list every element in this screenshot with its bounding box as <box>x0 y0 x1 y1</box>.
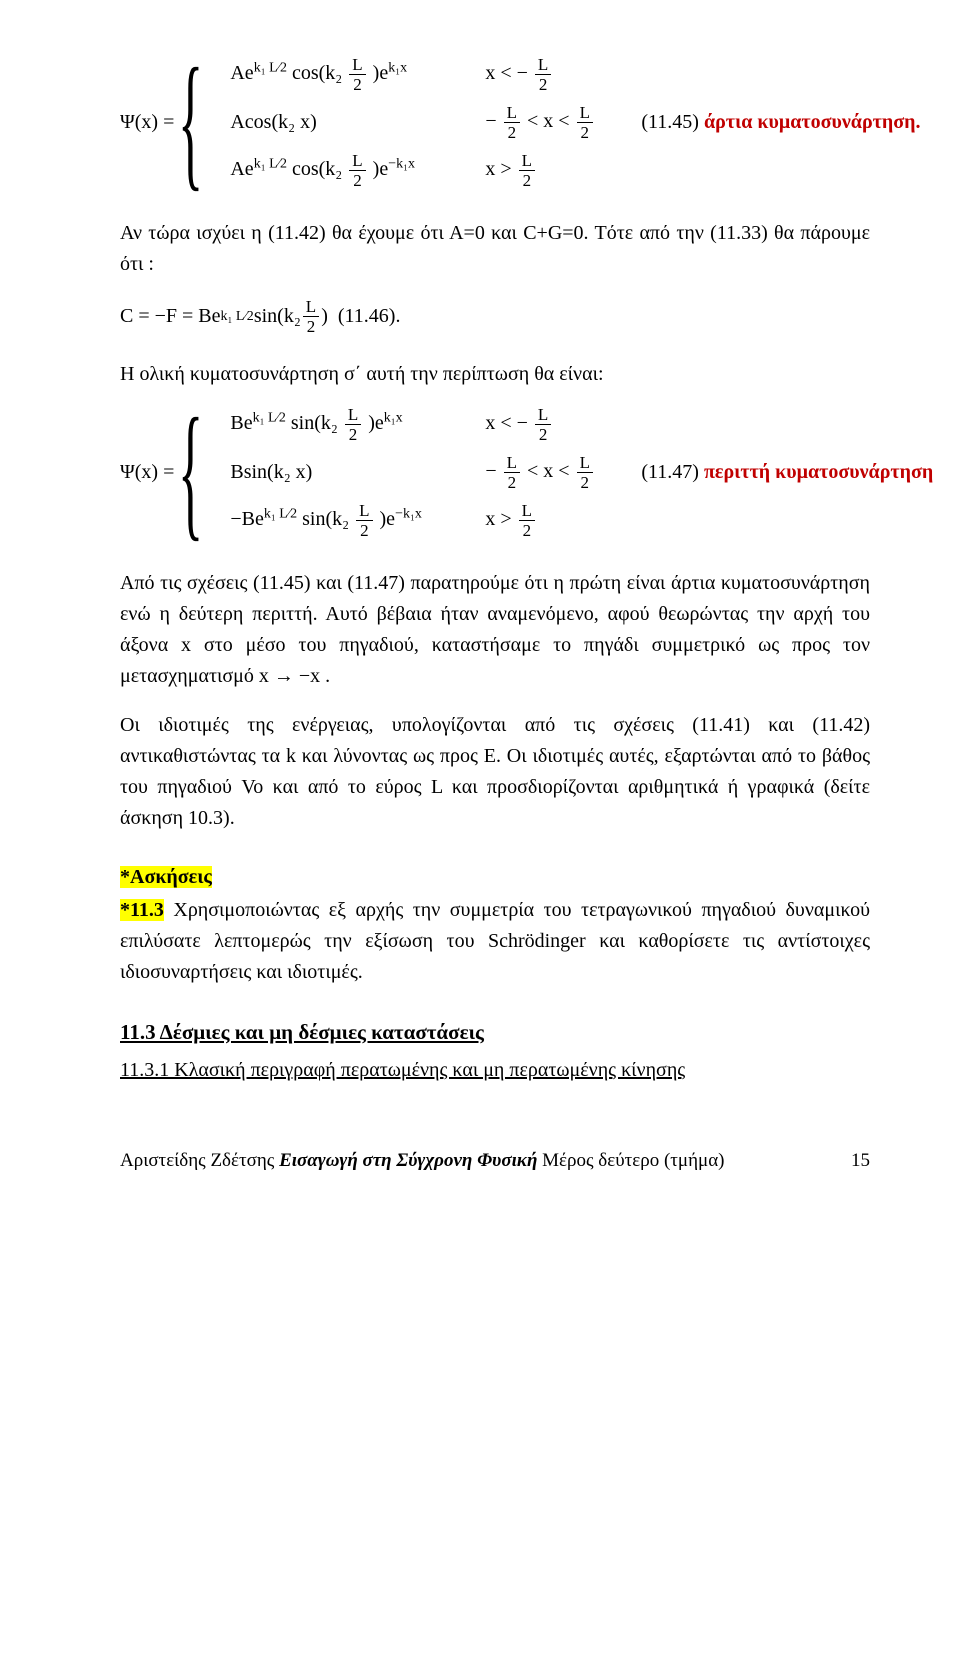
eq45-r3-cd: 2 <box>519 171 535 189</box>
eq47-r1-fn: L <box>345 406 361 425</box>
eq45-r3-fd: 2 <box>349 171 365 189</box>
eq45-r1-cd: 2 <box>535 75 551 93</box>
left-brace-icon: { <box>178 400 203 544</box>
eq46-lhs: C = −F = Be <box>120 301 221 332</box>
eq47-r3-exp: k₁ L⁄2 <box>264 506 297 521</box>
eq45-r1-post: )e <box>373 62 389 84</box>
eq47-case-2: Bsin(k₂ x) − L2 < x < L2 (11.47) περιττή… <box>230 448 933 496</box>
eq45-r1-fd: 2 <box>349 75 365 93</box>
exercise-number: *11.3 <box>120 899 164 921</box>
eq45-lhs: Ψ(x) = <box>120 50 178 194</box>
eq45-r2-cd2: 2 <box>577 123 593 141</box>
eq47-r3-cond: x > <box>485 508 516 530</box>
eq47-r2-cd2: 2 <box>577 473 593 491</box>
exercises-heading: *Ασκήσεις <box>120 866 212 888</box>
eq45-r1-pre: Ae <box>230 62 253 84</box>
section-11-3-heading: 11.3 Δέσμιες και μη δέσμιες καταστάσεις <box>120 1016 870 1049</box>
eq46-mid: sin(k₂ <box>254 301 301 332</box>
eq47-r3-fn: L <box>356 502 372 521</box>
eq45-r1-mid: cos(k₂ <box>292 62 342 84</box>
eq47-r1-mid: sin(k₂ <box>291 412 338 434</box>
paragraph-1: Αν τώρα ισχύει η (11.42) θα έχουμε ότι Α… <box>120 218 870 280</box>
eq47-r1-pre: Be <box>230 412 252 434</box>
eq47-ref: (11.47) <box>641 461 699 483</box>
equation-11-45: Ψ(x) = { Aek₁ L⁄2 cos(k₂ L2 )ek₁x x < − … <box>120 50 870 194</box>
eq47-r3-cd: 2 <box>519 521 535 539</box>
eq45-case-3: Aek₁ L⁄2 cos(k₂ L2 )e−k₁x x > L2 <box>230 146 920 194</box>
footer-author: Αριστείδης Ζδέτσης <box>120 1150 279 1171</box>
eq47-r1-post: )e <box>368 412 384 434</box>
eq45-r3-exp2: −k₁x <box>388 156 415 171</box>
eq47-r1-cn: L <box>535 406 551 425</box>
eq45-r2-cn2: L <box>577 104 593 123</box>
eq47-r2-cn: L <box>504 454 520 473</box>
eq45-r3-pre: Ae <box>230 158 253 180</box>
eq45-r3-cn: L <box>519 152 535 171</box>
eq47-r3-cn: L <box>519 502 535 521</box>
eq47-r1-exp2: k₁x <box>384 410 403 425</box>
subsection-11-3-1-heading: 11.3.1 Κλασική περιγραφή περατωμένης και… <box>120 1055 870 1086</box>
eq47-r3-post: )e <box>380 508 396 530</box>
eq47-r3-exp2: −k₁x <box>395 506 422 521</box>
eq45-r2-pre: Acos(k₂ x) <box>230 111 316 133</box>
eq45-r3-exp: k₁ L⁄2 <box>254 156 287 171</box>
eq46-ref: (11.46). <box>338 301 401 332</box>
eq45-case-1: Aek₁ L⁄2 cos(k₂ L2 )ek₁x x < − L2 <box>230 50 920 98</box>
eq45-r2-cd: 2 <box>504 123 520 141</box>
eq45-r2-cmid: < x < <box>527 110 575 132</box>
footer-part: Μέρος δεύτερο (τμήμα) <box>542 1150 724 1171</box>
left-brace-icon: { <box>178 50 203 194</box>
eq47-r2-cn2: L <box>577 454 593 473</box>
eq45-r3-fn: L <box>349 152 365 171</box>
paragraph-3: Από τις σχέσεις (11.45) και (11.47) παρα… <box>120 568 870 692</box>
eq45-case-2: Acos(k₂ x) − L2 < x < L2 (11.45) άρτια κ… <box>230 98 920 146</box>
eq45-r2-cpre: − <box>485 110 496 132</box>
footer-page-number: 15 <box>851 1146 870 1175</box>
eq47-r2-cd: 2 <box>504 473 520 491</box>
eq47-r3-pre: −Be <box>230 508 264 530</box>
equation-11-47: Ψ(x) = { Bek₁ L⁄2 sin(k₂ L2 )ek₁x x < − … <box>120 400 870 544</box>
eq45-ref-label: άρτια κυματοσυνάρτηση. <box>704 111 921 133</box>
eq47-lhs: Ψ(x) = <box>120 400 178 544</box>
exercise-text: Χρησιμοποιώντας εξ αρχής την συμμετρία τ… <box>120 899 870 983</box>
page-footer: Αριστείδης Ζδέτσης Εισαγωγή στη Σύγχρονη… <box>120 1146 870 1175</box>
eq47-case-3: −Bek₁ L⁄2 sin(k₂ L2 )e−k₁x x > L2 <box>230 496 933 544</box>
eq47-r2-cpre: − <box>485 460 496 482</box>
eq47-r1-fd: 2 <box>345 425 361 443</box>
eq46-fd: 2 <box>303 317 319 335</box>
eq47-r3-fd: 2 <box>356 521 372 539</box>
eq46-fn: L <box>303 298 319 317</box>
eq47-r3-mid: sin(k₂ <box>302 508 349 530</box>
eq45-r1-fn: L <box>349 56 365 75</box>
eq45-r3-cond: x > <box>485 158 516 180</box>
eq45-ref: (11.45) <box>641 111 699 133</box>
eq45-r1-exp: k₁ L⁄2 <box>254 60 287 75</box>
eq45-r1-cn: L <box>535 56 551 75</box>
eq47-r1-cd: 2 <box>535 425 551 443</box>
eq45-r3-mid: cos(k₂ <box>292 158 342 180</box>
eq47-case-1: Bek₁ L⁄2 sin(k₂ L2 )ek₁x x < − L2 <box>230 400 933 448</box>
paragraph-4: Οι ιδιοτιμές της ενέργειας, υπολογίζοντα… <box>120 710 870 834</box>
eq47-r1-exp: k₁ L⁄2 <box>253 410 286 425</box>
eq47-ref-label: περιττή κυματοσυνάρτηση <box>704 461 933 483</box>
eq45-r3-post: )e <box>373 158 389 180</box>
paragraph-2: Η ολική κυματοσυνάρτηση σ΄ αυτή την περί… <box>120 359 870 390</box>
exercise-11-3: *11.3 Χρησιμοποιώντας εξ αρχής την συμμε… <box>120 895 870 988</box>
eq45-r1-cond: x < − <box>485 62 528 84</box>
eq47-r2-pre: Bsin(k₂ x) <box>230 461 312 483</box>
eq45-r2-cn: L <box>504 104 520 123</box>
eq47-r1-cond: x < − <box>485 412 528 434</box>
eq47-r2-cmid: < x < <box>527 460 575 482</box>
equation-11-46: C = −F = Be k₁ L⁄2 sin(k₂ L2 ) (11.46). <box>120 298 870 335</box>
footer-title: Εισαγωγή στη Σύγχρονη Φυσική <box>279 1150 537 1171</box>
eq46-tail: ) <box>321 301 328 332</box>
eq45-r1-exp2: k₁x <box>388 60 407 75</box>
